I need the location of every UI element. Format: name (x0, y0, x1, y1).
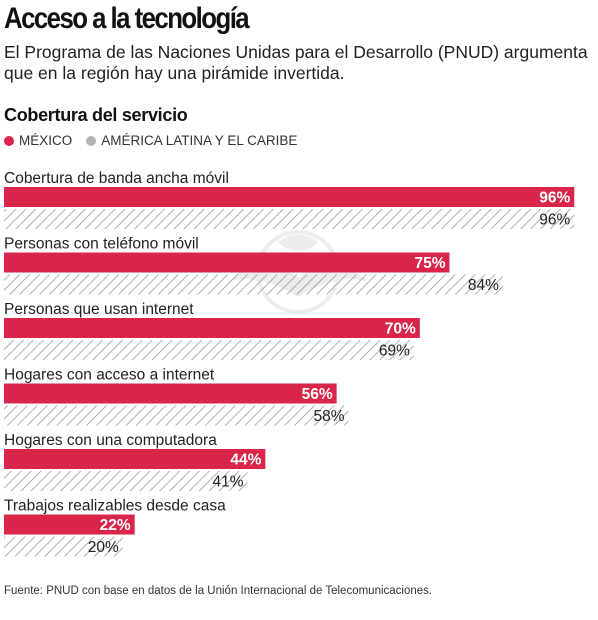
legend: MÉXICO AMÉRICA LATINA Y EL CARIBE (4, 133, 297, 148)
bar-latam (4, 209, 575, 229)
legend-label-latam: AMÉRICA LATINA Y EL CARIBE (101, 133, 298, 148)
bar-label-latam: 41% (213, 474, 244, 491)
bar-mexico (4, 449, 266, 469)
category-label: Personas que usan internet (4, 301, 194, 318)
legend-label-mexico: MÉXICO (19, 133, 73, 148)
bar-mexico (4, 318, 420, 338)
bar-chart: Cobertura de banda ancha móvil 96% 96% Pers… (4, 170, 575, 557)
bar-mexico (4, 187, 575, 207)
bar-label-mexico: 96% (539, 190, 570, 207)
bar-latam (4, 405, 349, 426)
bar-label-mexico: 56% (302, 386, 333, 403)
bar-label-latam: 84% (468, 277, 499, 294)
bar-label-latam: 58% (313, 408, 344, 425)
category-label: Trabajos realizables desde casa (4, 498, 226, 515)
legend-item-mexico: MÉXICO (4, 133, 72, 148)
bar-mexico (4, 252, 450, 273)
bar-label-latam: 69% (379, 343, 410, 360)
bar-label-latam: 96% (539, 212, 570, 229)
bar-label-mexico: 75% (414, 255, 445, 272)
category-label: Personas con teléfono móvil (4, 236, 199, 253)
category-label: Cobertura de banda ancha móvil (4, 170, 229, 187)
bar-latam (4, 340, 414, 360)
chart-title: Acceso a la tecnología (4, 2, 250, 35)
category-label: Hogares con una computadora (4, 432, 217, 449)
legend-dot-latam (86, 135, 97, 146)
bar-latam (4, 536, 123, 557)
bar-latam (4, 471, 248, 491)
legend-item-latam: AMÉRICA LATINA Y EL CARIBE (86, 133, 297, 148)
bar-label-mexico: 44% (230, 452, 261, 469)
chart-subtitle: El Programa de las Naciones Unidas para … (4, 42, 588, 83)
bar-label-mexico: 70% (385, 321, 416, 338)
bar-mexico (4, 383, 337, 404)
bar-mexico (4, 514, 135, 535)
source-note: Fuente: PNUD con base en datos de la Uni… (4, 585, 433, 597)
section-title: Cobertura del servicio (4, 105, 188, 125)
bar-label-latam: 20% (88, 539, 119, 556)
legend-dot-mexico (4, 135, 14, 146)
category-label: Hogares con acceso a internet (4, 367, 215, 384)
bar-label-mexico: 22% (100, 517, 131, 534)
bar-latam (4, 274, 503, 295)
